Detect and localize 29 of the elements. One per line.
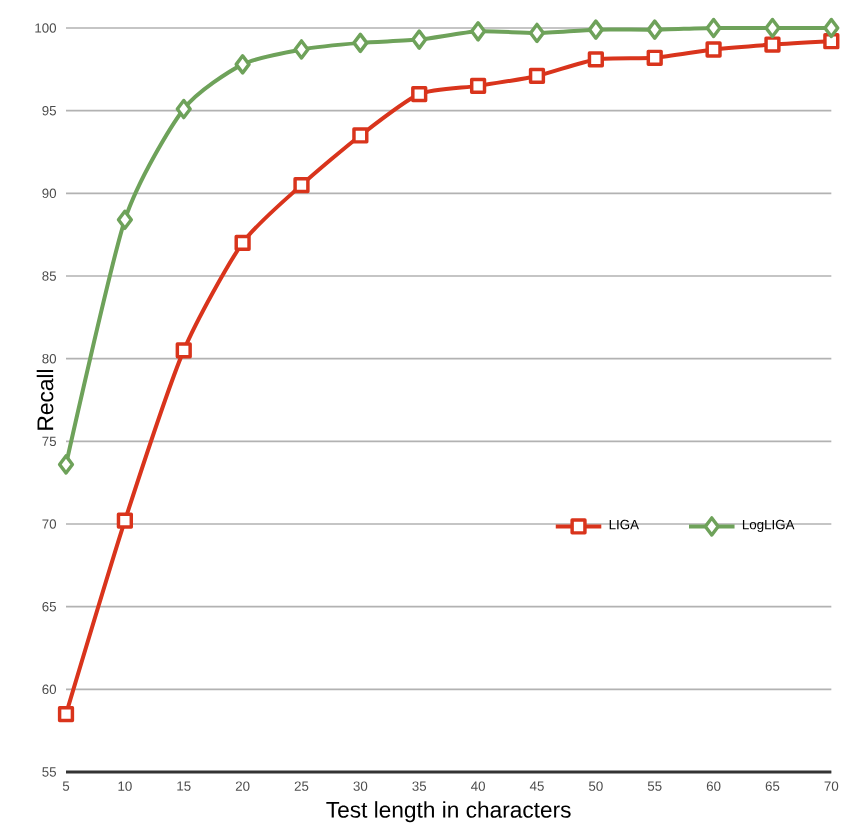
point — [764, 36, 781, 53]
point — [411, 85, 428, 103]
point — [57, 706, 75, 723]
point — [116, 209, 134, 231]
point — [646, 49, 663, 66]
point — [411, 29, 428, 50]
point — [293, 176, 310, 194]
point — [528, 67, 546, 85]
point — [293, 39, 310, 60]
point — [352, 127, 369, 144]
point — [234, 234, 251, 252]
point — [705, 41, 722, 58]
point — [823, 17, 840, 39]
point — [352, 32, 369, 54]
point — [528, 22, 546, 44]
point — [469, 21, 487, 42]
point — [764, 17, 781, 39]
point — [587, 19, 604, 40]
point — [469, 77, 487, 94]
point — [705, 17, 722, 39]
x-axis-title: Test length in characters — [326, 801, 571, 823]
point — [587, 51, 604, 68]
point — [57, 454, 75, 475]
y-axis-title: Recall — [36, 370, 54, 430]
point — [116, 512, 134, 529]
point — [234, 54, 251, 75]
point — [175, 98, 192, 120]
point — [175, 342, 192, 359]
point — [646, 19, 663, 40]
